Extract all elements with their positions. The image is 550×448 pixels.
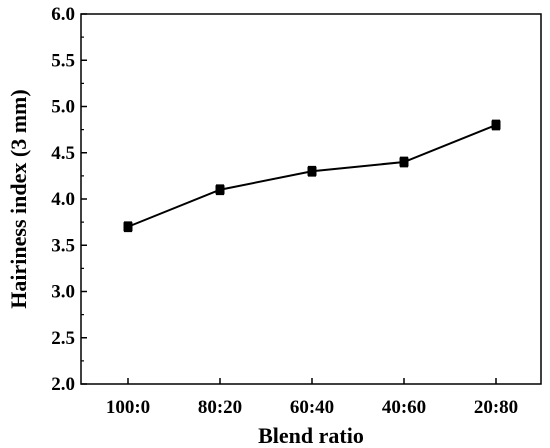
y-tick-label: 2.0 <box>51 374 75 395</box>
y-axis: 2.0 2.5 3.0 3.5 4.0 4.5 5.0 5.5 6.0 <box>51 4 87 395</box>
y-tick-label: 5.5 <box>51 50 75 71</box>
y-tick-label: 2.5 <box>51 328 75 349</box>
x-axis-label: Blend ratio <box>258 423 364 448</box>
y-axis-label: Hairiness index (3 mm) <box>6 89 31 308</box>
y-tick-label: 5.0 <box>51 97 75 118</box>
plot-frame <box>80 13 542 385</box>
x-axis: 100:0 80:20 60:40 40:60 20:80 <box>106 378 518 418</box>
data-point <box>123 222 133 232</box>
x-tick-label: 100:0 <box>106 397 150 418</box>
x-tick-label: 40:60 <box>382 397 426 418</box>
x-tick-label: 20:80 <box>474 397 518 418</box>
y-tick-label: 3.5 <box>51 235 75 256</box>
y-tick-label: 4.0 <box>51 189 75 210</box>
data-point <box>307 166 317 176</box>
data-point <box>491 120 501 130</box>
series-layer <box>123 119 501 233</box>
x-tick-label: 60:40 <box>290 397 334 418</box>
y-tick-label: 6.0 <box>51 4 75 25</box>
y-tick-label: 3.0 <box>51 282 75 303</box>
data-point <box>399 157 409 167</box>
y-tick-label: 4.5 <box>51 143 75 164</box>
x-tick-label: 80:20 <box>198 397 242 418</box>
data-point <box>215 185 225 195</box>
